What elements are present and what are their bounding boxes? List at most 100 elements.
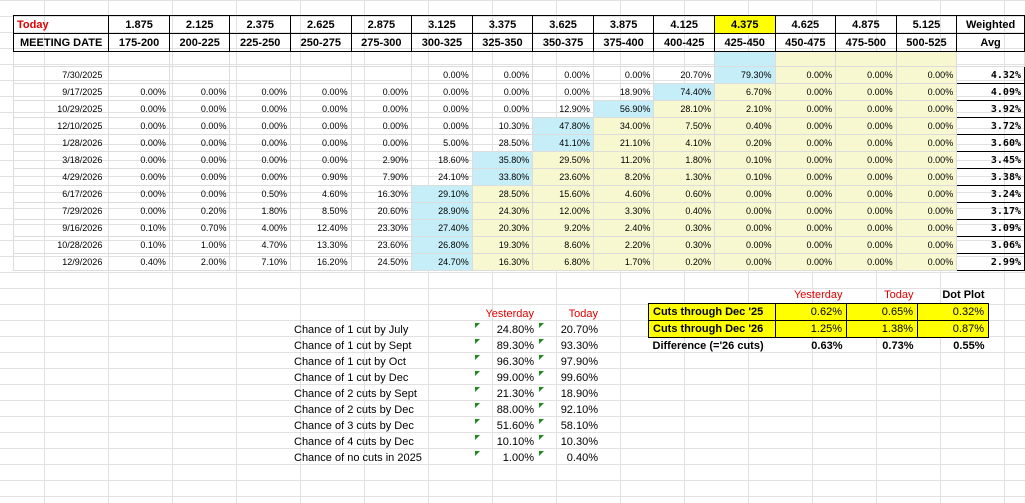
rate-header-cell[interactable]: 3.375	[471, 15, 534, 34]
rate-header-cell[interactable]: 1.875	[108, 15, 170, 34]
yesterday-value[interactable]: 24.80%	[474, 322, 538, 338]
probability-cell[interactable]: 26.80%	[411, 236, 473, 254]
probability-cell[interactable]: 0.00%	[895, 185, 958, 203]
empty-cell[interactable]	[774, 51, 837, 67]
probability-cell[interactable]: 27.40%	[411, 219, 473, 237]
probability-cell[interactable]: 2.90%	[350, 151, 413, 169]
empty-cell[interactable]	[168, 51, 231, 67]
today-label[interactable]: Today	[12, 15, 110, 34]
weighted-avg-cell[interactable]: 3.17%	[956, 202, 1025, 220]
cuts-yesterday[interactable]: 1.25%	[775, 320, 847, 338]
today-header[interactable]: Today	[884, 289, 914, 301]
probability-cell[interactable]: 7.50%	[653, 117, 715, 135]
today-value[interactable]: 0.40%	[538, 450, 602, 466]
probability-cell[interactable]: 0.00%	[774, 168, 837, 186]
probability-cell[interactable]: 0.00%	[835, 66, 897, 84]
probability-cell[interactable]: 21.10%	[592, 134, 655, 152]
probability-cell[interactable]: 0.00%	[411, 66, 473, 84]
meeting-date-label[interactable]: MEETING DATE	[12, 33, 110, 52]
probability-cell[interactable]: 29.50%	[532, 151, 594, 169]
probability-cell[interactable]: 35.80%	[471, 151, 534, 169]
probability-cell[interactable]: 0.00%	[895, 253, 958, 271]
empty-cell[interactable]	[350, 51, 413, 67]
probability-cell[interactable]: 0.00%	[108, 151, 170, 169]
weighted-avg-cell[interactable]: 3.24%	[956, 185, 1025, 203]
meeting-date-cell[interactable]: 10/29/2025	[12, 100, 110, 118]
probability-cell[interactable]: 0.00%	[895, 151, 958, 169]
probability-cell[interactable]: 0.00%	[532, 66, 594, 84]
yesterday-value[interactable]: 51.60%	[474, 418, 538, 434]
probability-cell[interactable]: 16.20%	[290, 253, 352, 271]
chance-label[interactable]: Chance of 2 cuts by Dec	[294, 404, 414, 416]
cuts-dot-plot[interactable]: 0.55%	[953, 340, 985, 352]
probability-cell[interactable]: 0.00%	[835, 202, 897, 220]
empty-cell[interactable]	[229, 51, 292, 67]
chance-label[interactable]: Chance of 1 cut by Oct	[294, 356, 406, 368]
probability-cell[interactable]: 0.00%	[350, 117, 413, 135]
probability-cell[interactable]: 0.00%	[713, 253, 776, 271]
probability-cell[interactable]: 0.00%	[895, 100, 958, 118]
probability-cell[interactable]: 0.20%	[653, 253, 715, 271]
probability-cell[interactable]: 0.00%	[168, 134, 231, 152]
probability-cell[interactable]: 0.00%	[108, 202, 170, 220]
chance-label[interactable]: Chance of 4 cuts by Dec	[294, 436, 414, 448]
avg-label[interactable]: Avg	[956, 33, 1025, 52]
probability-cell[interactable]: 0.90%	[290, 168, 352, 186]
probability-cell[interactable]: 20.60%	[350, 202, 413, 220]
rate-header-cell[interactable]: 3.125	[411, 15, 473, 34]
probability-cell[interactable]: 0.00%	[895, 66, 958, 84]
probability-cell[interactable]: 0.00%	[774, 151, 837, 169]
range-header-cell[interactable]: 375-400	[592, 33, 655, 52]
probability-cell[interactable]: 7.10%	[229, 253, 292, 271]
probability-cell[interactable]: 3.30%	[592, 202, 655, 220]
probability-cell[interactable]: 0.40%	[653, 202, 715, 220]
probability-cell[interactable]: 1.00%	[168, 236, 231, 254]
empty-cell[interactable]	[956, 51, 1025, 67]
probability-cell[interactable]: 0.00%	[835, 236, 897, 254]
probability-cell[interactable]: 24.30%	[471, 202, 534, 220]
probability-cell[interactable]: 0.00%	[229, 117, 292, 135]
cuts-yesterday[interactable]: 0.63%	[811, 340, 843, 352]
cuts-today[interactable]: 1.38%	[846, 320, 918, 338]
meeting-date-cell[interactable]: 4/29/2026	[12, 168, 110, 186]
probability-cell[interactable]: 0.00%	[471, 66, 534, 84]
probability-cell[interactable]: 0.00%	[835, 253, 897, 271]
probability-cell[interactable]: 0.00%	[290, 83, 352, 101]
probability-cell[interactable]: 6.70%	[713, 83, 776, 101]
today-value[interactable]: 10.30%	[538, 434, 602, 450]
probability-cell[interactable]: 0.00%	[774, 134, 837, 152]
probability-cell[interactable]: 0.00%	[229, 100, 292, 118]
probability-cell[interactable]: 0.00%	[168, 117, 231, 135]
probability-cell[interactable]: 0.00%	[471, 83, 534, 101]
probability-cell[interactable]: 8.60%	[532, 236, 594, 254]
probability-cell[interactable]: 24.10%	[411, 168, 473, 186]
probability-cell[interactable]: 28.50%	[471, 185, 534, 203]
probability-cell[interactable]: 16.30%	[350, 185, 413, 203]
empty-cell[interactable]	[290, 51, 352, 67]
probability-cell[interactable]: 0.00%	[895, 83, 958, 101]
probability-cell[interactable]: 2.20%	[592, 236, 655, 254]
probability-cell[interactable]: 0.00%	[895, 168, 958, 186]
probability-cell[interactable]: 24.50%	[350, 253, 413, 271]
probability-cell[interactable]: 0.00%	[411, 100, 473, 118]
probability-cell[interactable]	[350, 66, 413, 84]
weighted-avg-cell[interactable]: 3.38%	[956, 168, 1025, 186]
rate-header-cell[interactable]: 2.875	[350, 15, 413, 34]
today-value[interactable]: 97.90%	[538, 354, 602, 370]
probability-cell[interactable]: 0.00%	[835, 219, 897, 237]
probability-cell[interactable]: 0.00%	[290, 100, 352, 118]
yesterday-header[interactable]: Yesterday	[485, 308, 534, 320]
chance-label[interactable]: Chance of no cuts in 2025	[294, 452, 422, 464]
rate-header-cell[interactable]: 4.375	[713, 15, 776, 34]
today-value[interactable]: 20.70%	[538, 322, 602, 338]
probability-cell[interactable]: 0.00%	[895, 219, 958, 237]
probability-cell[interactable]: 0.00%	[774, 117, 837, 135]
probability-cell[interactable]: 41.10%	[532, 134, 594, 152]
meeting-date-cell[interactable]: 6/17/2026	[12, 185, 110, 203]
probability-cell[interactable]: 0.00%	[168, 168, 231, 186]
range-header-cell[interactable]: 250-275	[290, 33, 352, 52]
probability-cell[interactable]: 0.00%	[774, 185, 837, 203]
range-header-cell[interactable]: 425-450	[713, 33, 776, 52]
probability-cell[interactable]: 28.50%	[471, 134, 534, 152]
probability-cell[interactable]: 0.10%	[108, 219, 170, 237]
